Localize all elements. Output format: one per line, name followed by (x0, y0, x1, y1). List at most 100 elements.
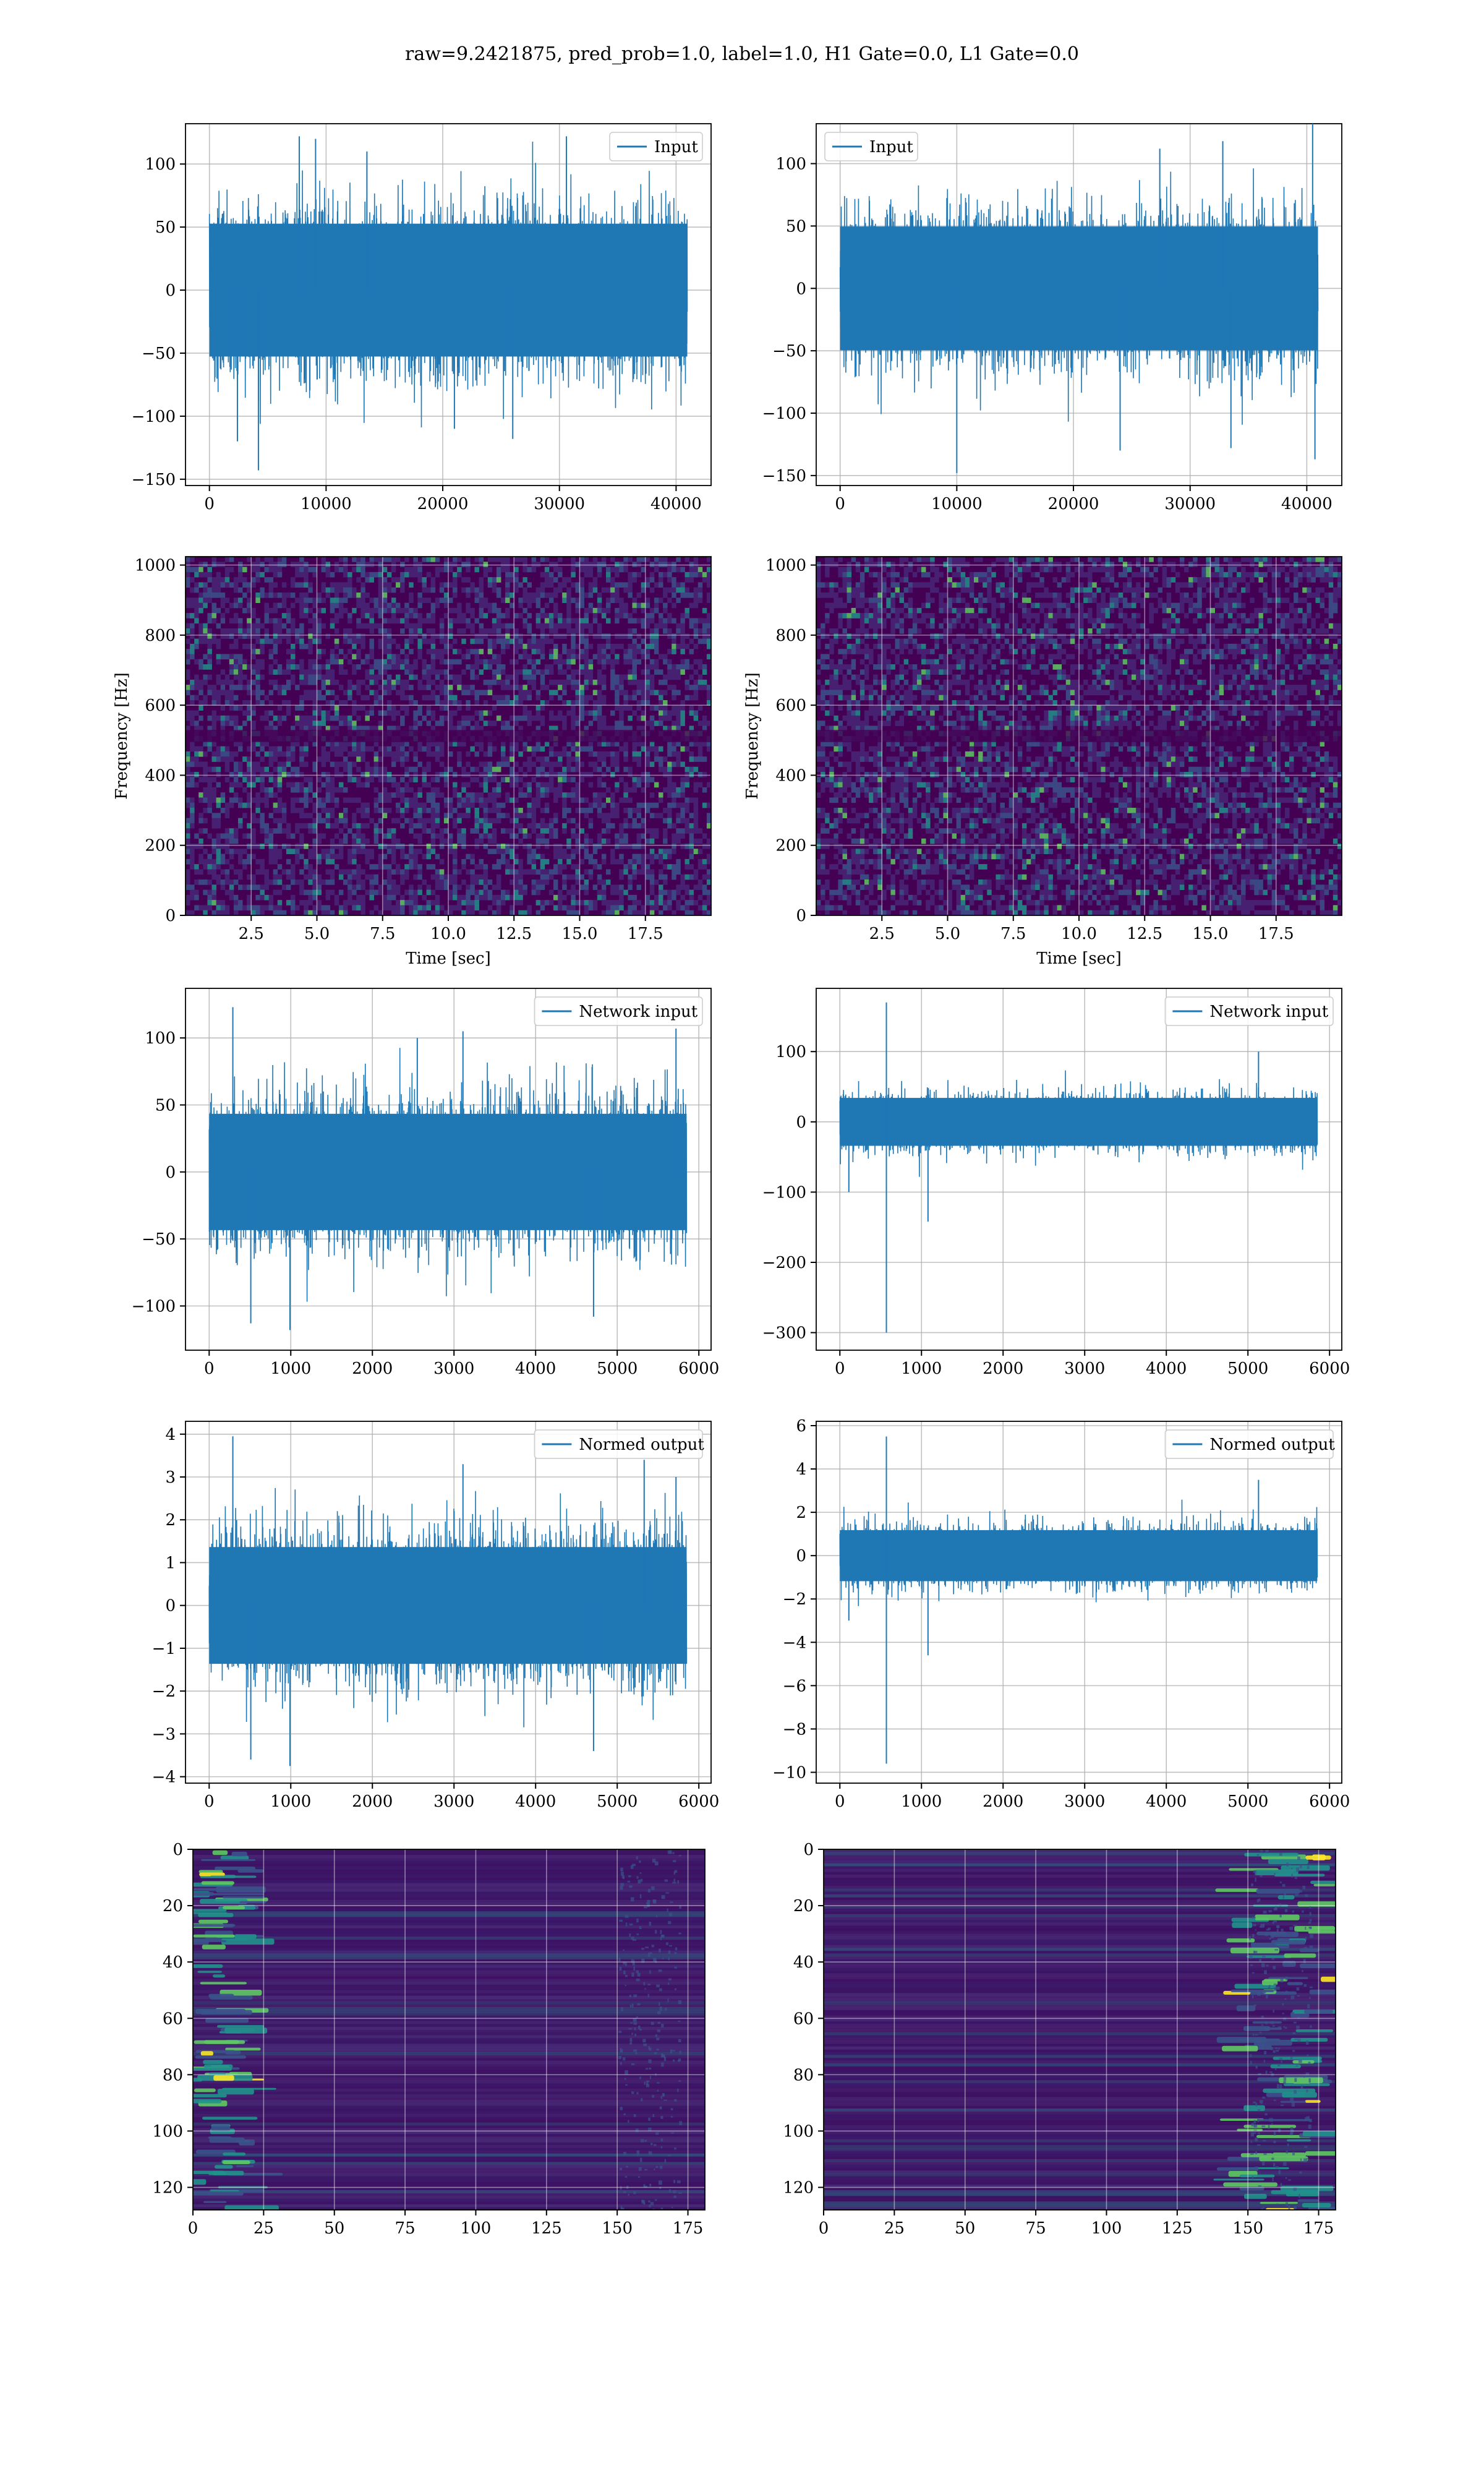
heatmap-cell (601, 772, 607, 777)
heatmap-cell (540, 628, 545, 634)
heatmap-cell (672, 649, 676, 654)
heatmap-cell (304, 858, 309, 865)
heatmap-cell (273, 756, 278, 762)
heatmap-cell (343, 593, 348, 598)
heatmap-cell (492, 766, 497, 773)
heatmap-cell (207, 808, 212, 813)
heatmap-cell (510, 700, 514, 706)
heatmap-cell (233, 664, 239, 670)
heatmap-cell (693, 849, 699, 854)
heatmap-cell (286, 782, 291, 788)
heatmap-cell (562, 582, 567, 588)
heatmap-cell (566, 602, 571, 609)
heatmap-cell (676, 690, 681, 696)
heatmap-cell (636, 802, 642, 808)
heatmap-cell (211, 797, 216, 803)
heatmap-cell (203, 910, 208, 915)
heatmap-cell (426, 751, 432, 757)
heatmap-cell (479, 802, 484, 808)
heatmap-cell (510, 864, 514, 870)
heatmap-cell (1302, 567, 1307, 573)
heatmap-cell (330, 746, 335, 752)
heatmap-cell (649, 854, 655, 860)
heatmap-cell (505, 628, 510, 634)
heatmap-cell (562, 772, 567, 777)
heatmap-cell (632, 905, 637, 911)
heatmap-cell (535, 623, 541, 629)
heatmap-cell (365, 726, 370, 732)
heatmap-cell (588, 669, 594, 675)
heatmap-cell (417, 705, 422, 711)
heatmap-cell (693, 828, 699, 834)
heatmap-cell (317, 900, 322, 905)
heatmap-cell (584, 562, 589, 567)
heatmap-cell (584, 567, 589, 573)
heatmap-cell (255, 797, 260, 803)
heatmap-cell (453, 782, 458, 788)
heatmap-cell (676, 643, 681, 649)
heatmap-cell (693, 766, 699, 773)
heatmap-cell (413, 833, 418, 839)
heatmap-cell (474, 792, 479, 798)
heatmap-cell (466, 649, 471, 654)
heatmap-cell (281, 808, 287, 813)
heatmap-cell (277, 802, 283, 808)
heatmap-cell (548, 710, 554, 716)
heatmap-cell (417, 685, 422, 690)
heatmap-cell (514, 869, 519, 875)
heatmap-cell (268, 710, 274, 716)
heatmap-cell (317, 593, 322, 598)
heatmap-cell (535, 618, 541, 624)
heatmap-cell (194, 894, 199, 901)
heatmap-cell (592, 849, 598, 854)
heatmap-cell (684, 659, 689, 665)
heatmap-cell (295, 854, 300, 860)
heatmap-cell (479, 838, 484, 844)
heatmap-cell (483, 628, 488, 634)
heatmap-cell (365, 613, 370, 618)
heatmap-cell (211, 613, 216, 618)
heatmap-cell (566, 761, 571, 768)
heatmap-cell (474, 828, 479, 834)
heatmap-cell (291, 797, 296, 803)
heatmap-cell (912, 571, 918, 578)
heatmap-cell (579, 710, 584, 716)
heatmap-cell (645, 894, 650, 901)
heatmap-cell (220, 597, 226, 603)
heatmap-cell (260, 910, 265, 915)
heatmap-cell (448, 894, 453, 901)
heatmap-cell (295, 849, 300, 854)
heatmap-cell (404, 710, 409, 716)
heatmap-cell (597, 838, 602, 844)
heatmap-cell (373, 880, 379, 885)
heatmap-cell (544, 638, 550, 644)
heatmap-cell (426, 638, 432, 644)
heatmap-cell (238, 761, 243, 768)
heatmap-cell (439, 618, 445, 624)
heatmap-cell (186, 818, 190, 824)
heatmap-cell (505, 679, 510, 685)
heatmap-cell (628, 557, 633, 562)
heatmap-cell (413, 562, 418, 567)
heatmap-cell (321, 808, 326, 813)
heatmap-cell (321, 905, 326, 911)
heatmap-cell (321, 715, 326, 721)
heatmap-cell (386, 705, 392, 711)
heatmap-cell (247, 894, 252, 901)
heatmap-cell (623, 889, 628, 896)
heatmap-cell (321, 802, 326, 808)
heatmap-cell (645, 685, 650, 690)
heatmap-cell (400, 679, 405, 685)
heatmap-cell (360, 741, 365, 747)
heatmap-cell (369, 623, 374, 629)
heatmap-cell (348, 633, 352, 639)
heatmap-cell (479, 659, 484, 665)
heatmap-cell (352, 751, 357, 757)
heatmap-cell (430, 889, 436, 896)
heatmap-cell (645, 854, 650, 860)
heatmap-cell (186, 844, 190, 849)
heatmap-cell (286, 833, 291, 839)
heatmap-cell (535, 889, 541, 896)
heatmap-cell (190, 772, 195, 777)
heatmap-cell (194, 643, 199, 649)
